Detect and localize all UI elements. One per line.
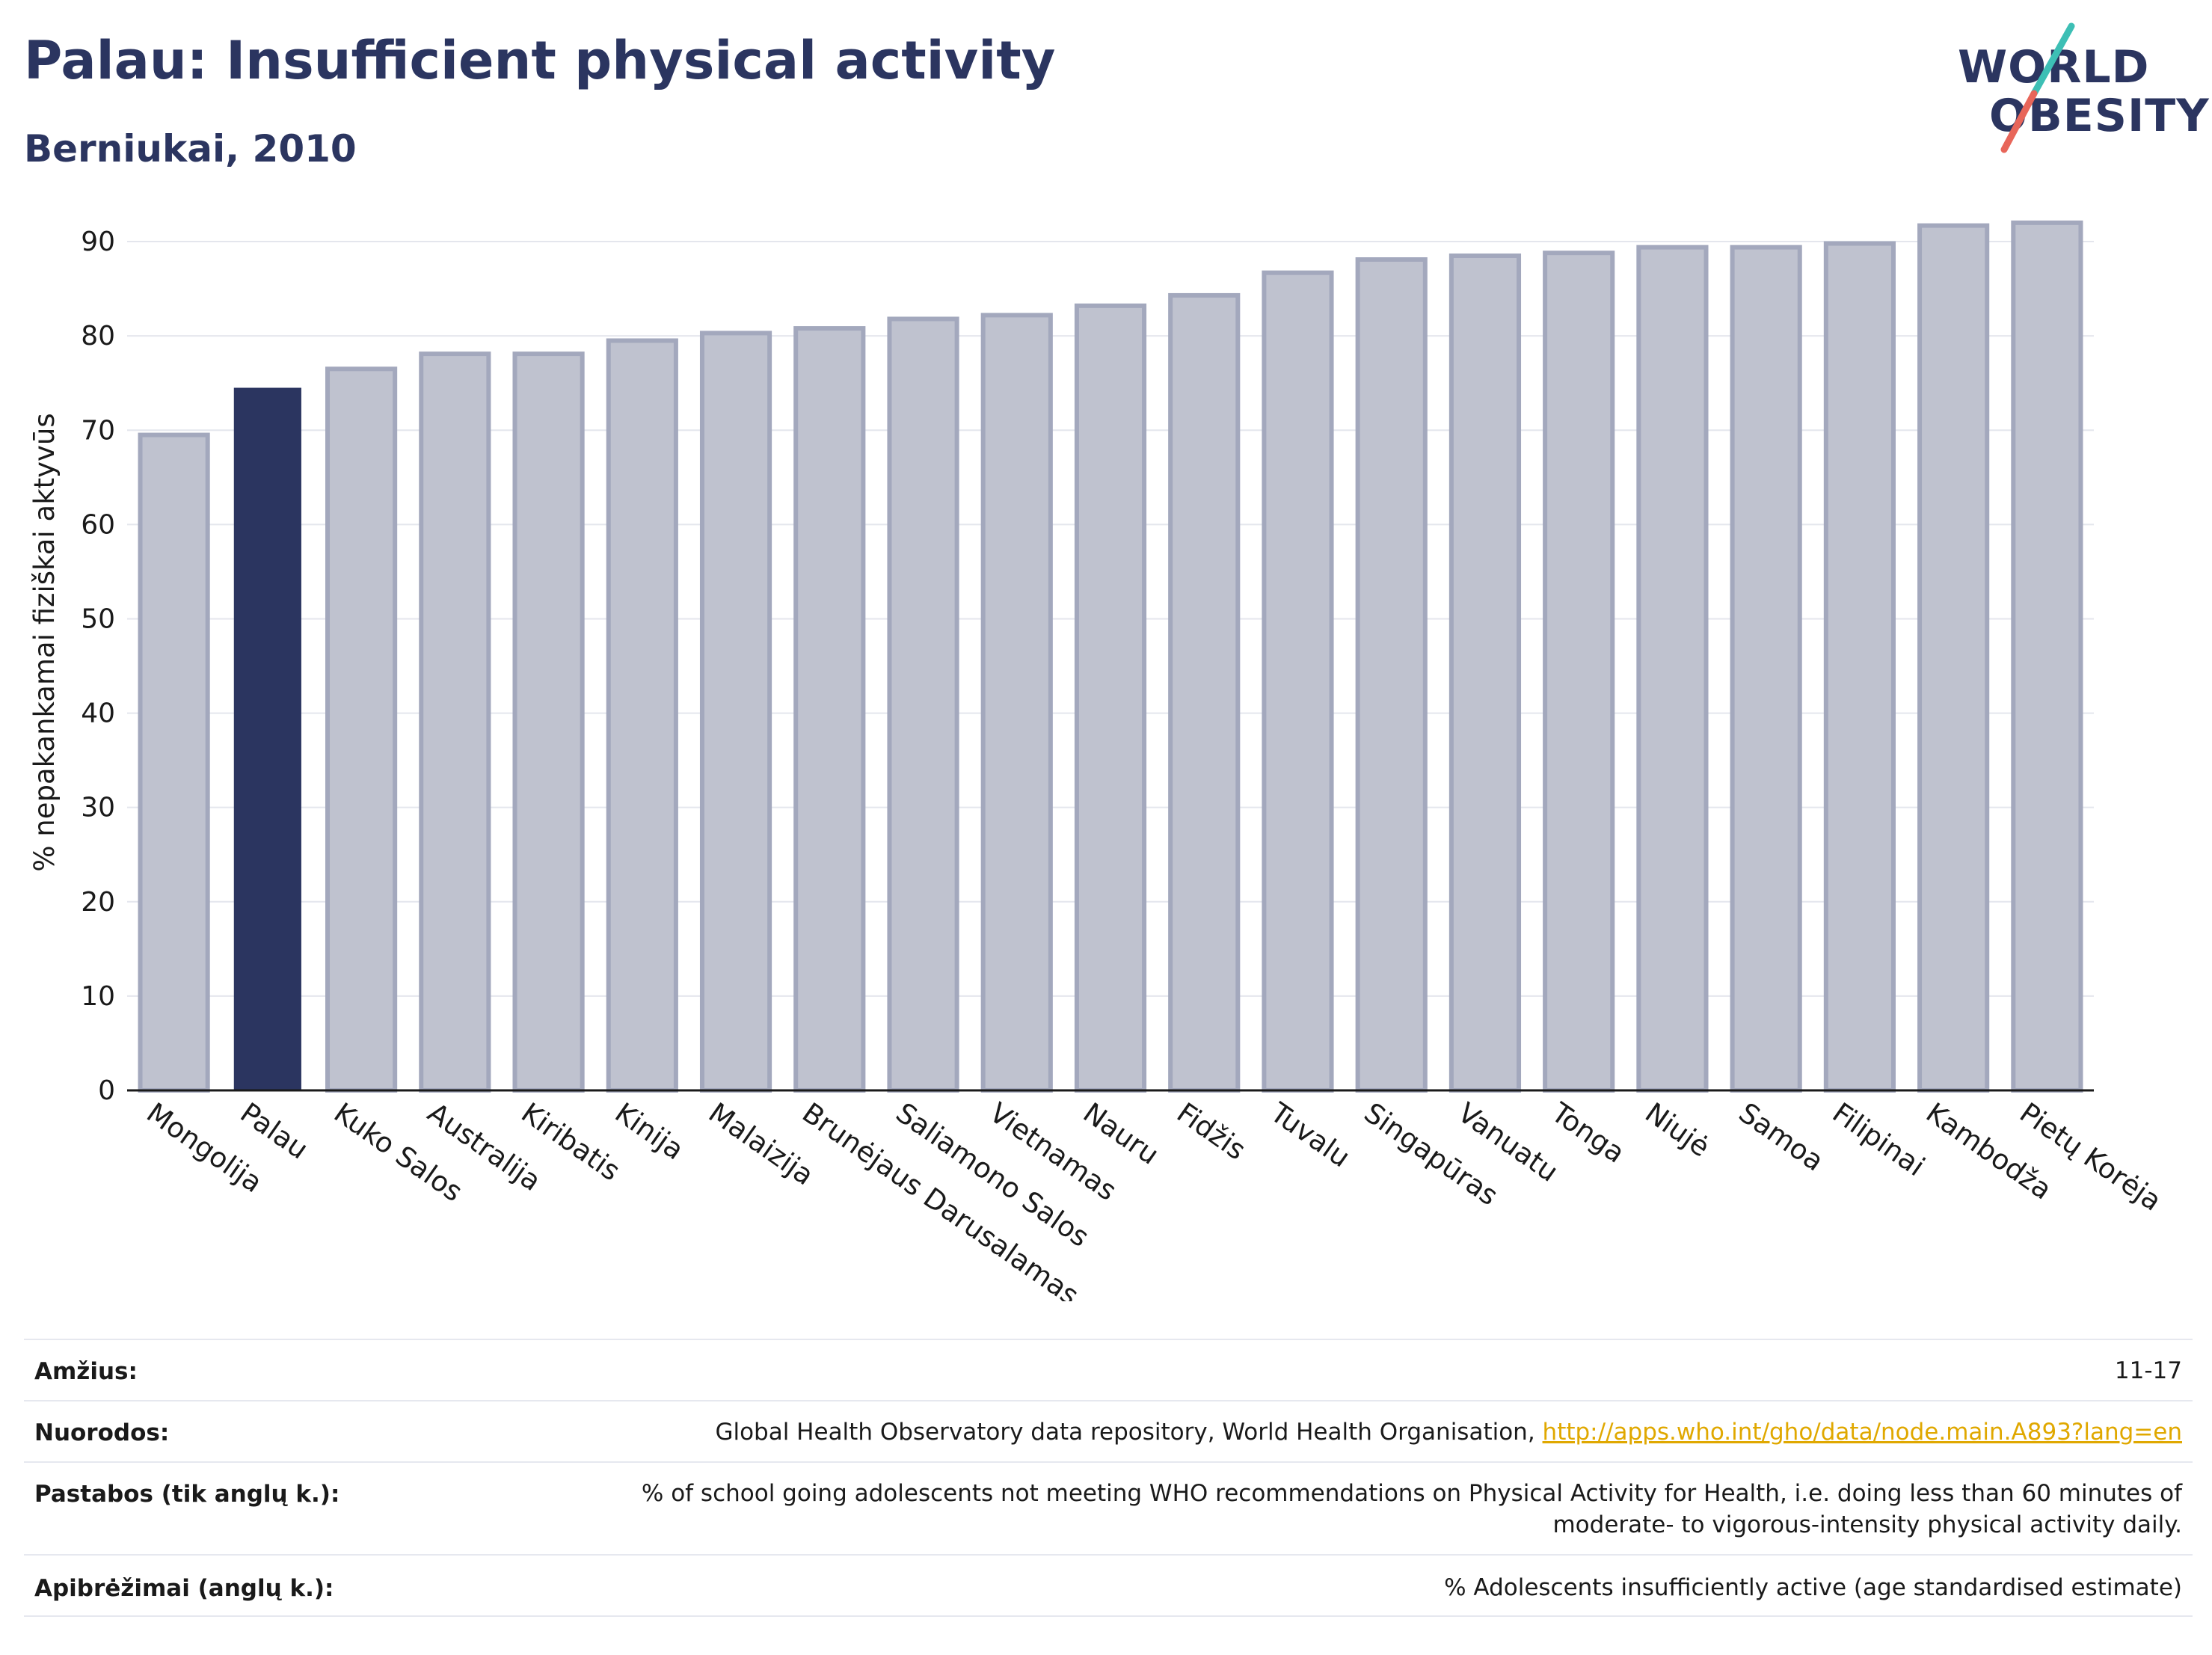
bar (606, 338, 678, 1093)
x-tick-label: Samoa (1733, 1096, 1829, 1177)
y-tick-label: 60 (81, 509, 115, 540)
bar (1074, 303, 1147, 1093)
bar (1823, 241, 1896, 1093)
bar (1730, 245, 1802, 1093)
row-value: Global Health Observatory data repositor… (715, 1416, 2182, 1448)
world-obesity-logo: WORLD OBESITY (1952, 19, 2209, 161)
row-key: Pastabos (tik anglų k.): (34, 1481, 340, 1508)
y-tick-label: 80 (81, 321, 115, 351)
bar (887, 316, 959, 1093)
bar (1355, 257, 1428, 1093)
row-value: 11-17 (2114, 1357, 2182, 1384)
logo-slash-icon (2000, 22, 2075, 153)
logo-line-1: WORLD (1958, 41, 2150, 93)
table-row-notes: Pastabos (tik anglų k.): % of school goi… (24, 1461, 2193, 1556)
x-tick-label: Filipinai (1827, 1096, 1931, 1182)
bar (1917, 223, 1990, 1093)
x-tick-label: Malaizija (703, 1096, 820, 1191)
notes-line-1: % of school going adolescents not meetin… (641, 1480, 2182, 1507)
x-tick-label: Tuvalu (1264, 1096, 1356, 1174)
row-value: % Adolescents insufficiently active (age… (1444, 1574, 2182, 1601)
bar (1262, 270, 1334, 1093)
bar (699, 331, 772, 1093)
y-tick-label: 90 (81, 227, 115, 257)
page-subtitle: Berniukai, 2010 (24, 127, 357, 171)
y-tick-label: 40 (81, 698, 115, 729)
source-link[interactable]: http://apps.who.int/gho/data/node.main.A… (1542, 1419, 2182, 1446)
bar-highlight (233, 387, 301, 1090)
y-tick-label: 20 (81, 887, 115, 918)
row-key: Apibrėžimai (anglų k.): (34, 1575, 334, 1602)
page-title: Palau: Insufficient physical activity (24, 30, 1056, 91)
bar (325, 366, 398, 1093)
bar (1636, 245, 1709, 1093)
table-row-sources: Nuorodos: Global Health Observatory data… (24, 1400, 2193, 1463)
y-axis-label: % nepakankamai fiziškai aktyvūs (28, 413, 61, 871)
x-tick-label: Fidžis (1171, 1096, 1252, 1166)
y-tick-label: 0 (98, 1075, 115, 1106)
x-tick-label: Palau (235, 1096, 314, 1165)
y-tick-label: 70 (81, 415, 115, 446)
table-row-definitions: Apibrėžimai (anglų k.): % Adolescents in… (24, 1554, 2193, 1617)
bar (512, 351, 585, 1093)
row-key: Nuorodos: (34, 1419, 170, 1446)
bar (2011, 220, 2083, 1093)
bar (793, 326, 866, 1093)
notes-line-2: moderate- to vigorous-intensity physical… (1552, 1511, 2182, 1538)
source-text: Global Health Observatory data repositor… (715, 1419, 1543, 1446)
bar (138, 432, 210, 1093)
y-tick-label: 30 (81, 793, 115, 823)
row-value: % of school going adolescents not meetin… (642, 1478, 2182, 1541)
row-key: Amžius: (34, 1358, 138, 1385)
bar (1543, 251, 1615, 1093)
table-row-age: Amžius: 11-17 (24, 1339, 2193, 1401)
x-tick-label: Niujė (1639, 1096, 1715, 1163)
y-tick-label: 10 (81, 981, 115, 1012)
bar (419, 351, 491, 1093)
table-bottom-border (24, 1615, 2193, 1617)
bar (1448, 253, 1522, 1093)
bar (1168, 292, 1241, 1093)
y-tick-label: 50 (81, 604, 115, 634)
bar-chart: 0 10 20 30 40 50 60 70 80 90 % nepakankamai fizišk… (28, 220, 2167, 1301)
x-tick-label: Kinija (609, 1096, 690, 1166)
bar (980, 313, 1053, 1093)
